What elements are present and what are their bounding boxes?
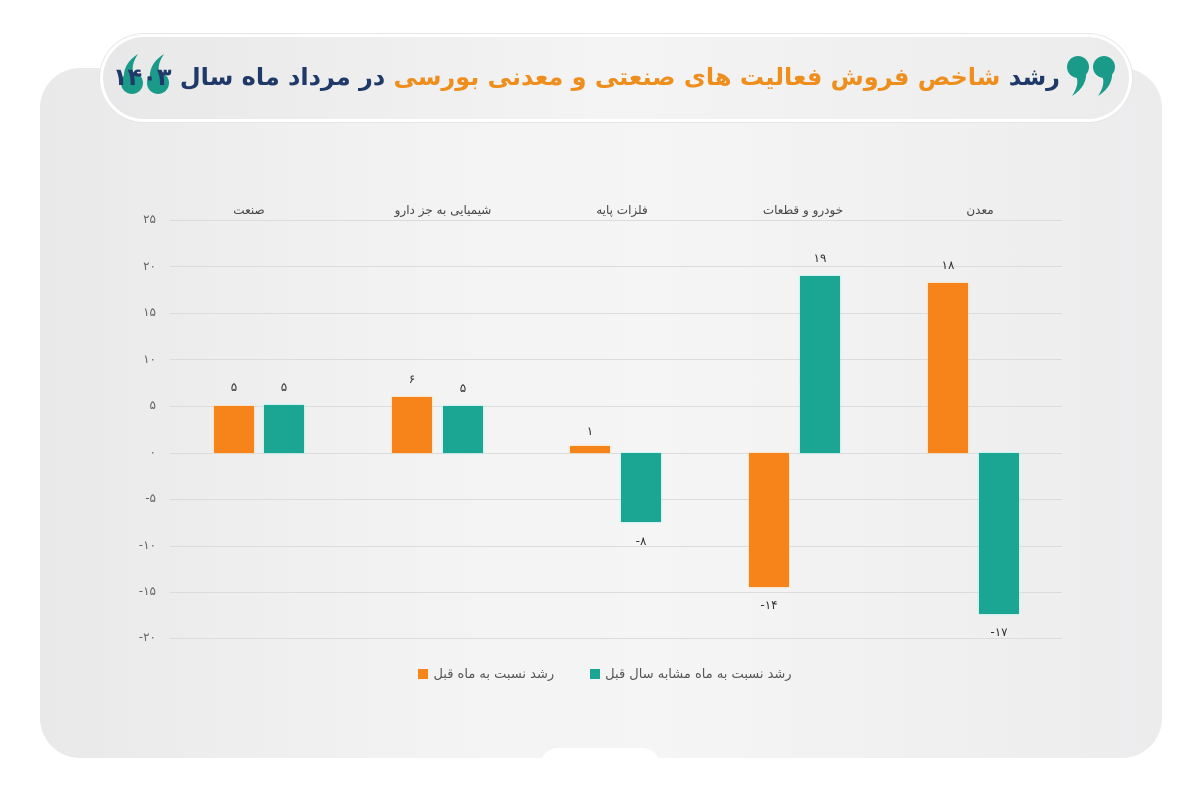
bar-mining-mom[interactable] [928,283,968,453]
value-label: ۵ [459,381,467,395]
value-label: -۱۷ [990,625,1008,639]
category-label-automotive: خودرو و قطعات [762,203,844,217]
page-title: رشد شاخص فروش فعالیت های صنعتی و معدنی ب… [113,54,1060,100]
y-tick-label: -۱۰ [138,538,156,552]
gridline [170,220,1062,221]
value-label: ۵ [230,380,238,394]
gridline [170,499,1062,500]
gridline [170,546,1062,547]
value-label: -۸ [635,534,647,548]
opening-quote-icon [121,54,169,94]
orange-swatch-icon [418,669,429,679]
y-tick-label: -۵ [145,491,156,505]
y-tick-label: ۰ [149,445,156,459]
gridline [170,313,1062,314]
gridline [170,359,1062,360]
value-label: ۱ [586,424,594,438]
card-bottom-notch [540,748,660,768]
gridline [170,592,1062,593]
bar-mining-yoy[interactable] [979,453,1019,614]
value-label: ۱۸ [941,258,955,272]
category-label-chemicals: شیمیایی به جز دارو [394,203,492,217]
bar-basic-metals-mom[interactable] [570,446,610,453]
y-tick-label: ۱۵ [143,305,156,319]
y-tick-label: ۲۵ [143,212,156,226]
category-label-industry: صنعت [233,203,265,217]
teal-swatch-icon [590,669,601,679]
title-banner [100,34,1132,122]
bar-industry-yoy[interactable] [264,405,304,453]
legend-item-mom[interactable]: رشد نسبت به ماه قبل [418,667,554,682]
y-tick-label: -۱۵ [138,584,156,598]
category-label-basic-metals: فلزات پایه [596,203,648,217]
zero-baseline [170,453,1062,454]
value-label: ۶ [408,372,416,386]
bar-automotive-mom[interactable] [749,453,789,587]
title-part-1: رشد [1000,63,1060,91]
y-tick-label: ۵ [149,398,156,412]
gridline [170,266,1062,267]
y-tick-label: -۲۰ [138,630,156,644]
gridline [170,406,1062,407]
title-part-3: در مرداد ماه سال ۱۴۰۳ [112,63,394,91]
gridline [170,638,1062,639]
chart-legend: رشد نسبت به ماه مشابه سال قبل رشد نسبت ب… [380,664,830,684]
bar-chemicals-yoy[interactable] [443,406,483,453]
value-label: ۱۹ [813,251,827,265]
bar-basic-metals-yoy[interactable] [621,453,661,522]
bar-automotive-yoy[interactable] [800,276,840,453]
legend-item-yoy[interactable]: رشد نسبت به ماه مشابه سال قبل [590,666,792,682]
value-label: -۱۴ [760,598,778,612]
y-tick-label: ۲۰ [143,259,156,273]
legend-label: رشد نسبت به ماه مشابه سال قبل [605,666,792,682]
category-label-mining: معدن [966,203,994,217]
title-part-2: شاخص فروش فعالیت های صنعتی و معدنی بورسی [393,63,1001,91]
closing-quote-icon [1067,56,1115,96]
y-tick-label: ۱۰ [143,352,156,366]
legend-label: رشد نسبت به ماه قبل [433,666,555,682]
bar-chemicals-mom[interactable] [392,397,432,453]
value-label: ۵ [280,380,288,394]
bar-industry-mom[interactable] [214,406,254,453]
